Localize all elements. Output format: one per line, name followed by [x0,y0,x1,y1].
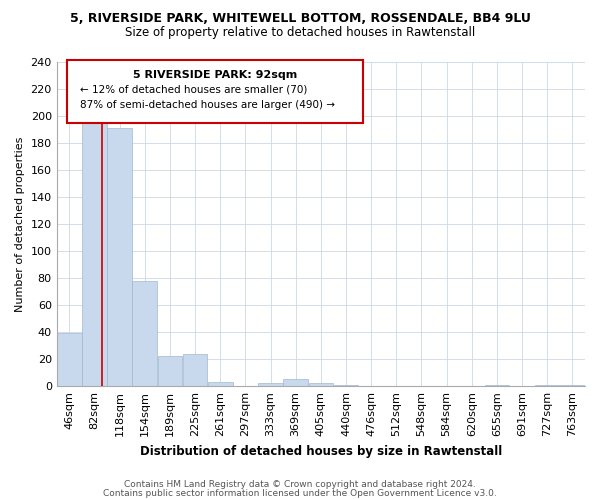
Bar [560,385,585,386]
Text: 87% of semi-detached houses are larger (490) →: 87% of semi-detached houses are larger (… [80,100,335,110]
X-axis label: Distribution of detached houses by size in Rawtenstall: Distribution of detached houses by size … [140,444,502,458]
Bar [334,385,358,386]
Y-axis label: Number of detached properties: Number of detached properties [15,136,25,312]
FancyBboxPatch shape [67,60,363,123]
Bar [208,382,233,386]
Bar [283,380,308,386]
Bar [133,280,157,386]
Bar [107,128,132,386]
Text: ← 12% of detached houses are smaller (70): ← 12% of detached houses are smaller (70… [80,84,308,94]
Bar [57,334,82,386]
Text: 5 RIVERSIDE PARK: 92sqm: 5 RIVERSIDE PARK: 92sqm [133,70,297,80]
Text: 5, RIVERSIDE PARK, WHITEWELL BOTTOM, ROSSENDALE, BB4 9LU: 5, RIVERSIDE PARK, WHITEWELL BOTTOM, ROS… [70,12,530,26]
Bar [183,354,208,386]
Bar [535,385,560,386]
Text: Contains HM Land Registry data © Crown copyright and database right 2024.: Contains HM Land Registry data © Crown c… [124,480,476,489]
Text: Size of property relative to detached houses in Rawtenstall: Size of property relative to detached ho… [125,26,475,39]
Bar [485,385,509,386]
Bar [258,384,283,386]
Bar [308,384,333,386]
Text: Contains public sector information licensed under the Open Government Licence v3: Contains public sector information licen… [103,488,497,498]
Bar [82,120,107,386]
Bar [158,356,182,386]
